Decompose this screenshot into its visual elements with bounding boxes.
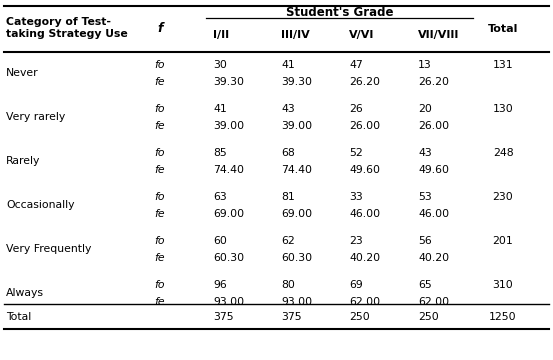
Text: Never: Never [6,68,39,78]
Text: fe: fe [155,165,165,175]
Text: f: f [157,22,163,36]
Text: fe: fe [155,121,165,131]
Text: Total: Total [488,24,518,34]
Text: 40.20: 40.20 [418,253,449,263]
Text: fe: fe [155,77,165,87]
Text: 43: 43 [281,104,295,114]
Text: 30: 30 [213,60,227,70]
Text: 33: 33 [349,192,363,202]
Text: 130: 130 [493,104,513,114]
Text: 49.60: 49.60 [349,165,380,175]
Text: 62: 62 [281,236,295,246]
Text: 39.30: 39.30 [213,77,244,87]
Text: 43: 43 [418,148,432,158]
Text: 13: 13 [418,60,432,70]
Text: 85: 85 [213,148,227,158]
Text: Very Frequently: Very Frequently [6,244,91,255]
Text: Student's Grade: Student's Grade [286,5,394,18]
Text: 62.00: 62.00 [349,297,380,307]
Text: 52: 52 [349,148,363,158]
Text: Occasionally: Occasionally [6,201,75,211]
Text: fo: fo [155,192,165,202]
Text: 74.40: 74.40 [213,165,244,175]
Text: 230: 230 [493,192,513,202]
Text: 46.00: 46.00 [418,209,449,219]
Text: 60.30: 60.30 [281,253,312,263]
Text: 39.30: 39.30 [281,77,312,87]
Text: fe: fe [155,253,165,263]
Text: 26.20: 26.20 [349,77,380,87]
Text: Always: Always [6,288,44,298]
Text: 60.30: 60.30 [213,253,244,263]
Text: 250: 250 [349,312,370,322]
Text: Rarely: Rarely [6,157,40,166]
Text: 41: 41 [213,104,227,114]
Text: 26.20: 26.20 [418,77,449,87]
Text: fo: fo [155,104,165,114]
Text: 69: 69 [349,280,363,290]
Text: 23: 23 [349,236,363,246]
Text: Very rarely: Very rarely [6,112,65,122]
Text: 26.00: 26.00 [349,121,380,131]
Text: Category of Test-
taking Strategy Use: Category of Test- taking Strategy Use [6,17,128,39]
Text: fo: fo [155,148,165,158]
Text: 93.00: 93.00 [213,297,244,307]
Text: 60: 60 [213,236,227,246]
Text: 375: 375 [213,312,233,322]
Text: 81: 81 [281,192,295,202]
Text: 248: 248 [493,148,513,158]
Text: 65: 65 [418,280,432,290]
Text: 20: 20 [418,104,432,114]
Text: 39.00: 39.00 [281,121,312,131]
Text: V/VI: V/VI [349,30,374,40]
Text: 49.60: 49.60 [418,165,449,175]
Text: 1250: 1250 [489,312,517,322]
Text: fo: fo [155,280,165,290]
Text: 26.00: 26.00 [418,121,449,131]
Text: 201: 201 [493,236,513,246]
Text: 96: 96 [213,280,227,290]
Text: 310: 310 [493,280,513,290]
Text: 69.00: 69.00 [213,209,244,219]
Text: fo: fo [155,60,165,70]
Text: 53: 53 [418,192,432,202]
Text: 68: 68 [281,148,295,158]
Text: 40.20: 40.20 [349,253,380,263]
Text: 39.00: 39.00 [213,121,244,131]
Text: 26: 26 [349,104,363,114]
Text: Total: Total [6,312,32,322]
Text: 56: 56 [418,236,432,246]
Text: 47: 47 [349,60,363,70]
Text: 375: 375 [281,312,301,322]
Text: III/IV: III/IV [281,30,310,40]
Text: VII/VIII: VII/VIII [418,30,460,40]
Text: 46.00: 46.00 [349,209,380,219]
Text: 63: 63 [213,192,227,202]
Text: 80: 80 [281,280,295,290]
Text: fe: fe [155,297,165,307]
Text: 74.40: 74.40 [281,165,312,175]
Text: 41: 41 [281,60,295,70]
Text: fo: fo [155,236,165,246]
Text: 250: 250 [418,312,439,322]
Text: 93.00: 93.00 [281,297,312,307]
Text: fe: fe [155,209,165,219]
Text: 131: 131 [493,60,513,70]
Text: 62.00: 62.00 [418,297,449,307]
Text: I/II: I/II [213,30,229,40]
Text: 69.00: 69.00 [281,209,312,219]
